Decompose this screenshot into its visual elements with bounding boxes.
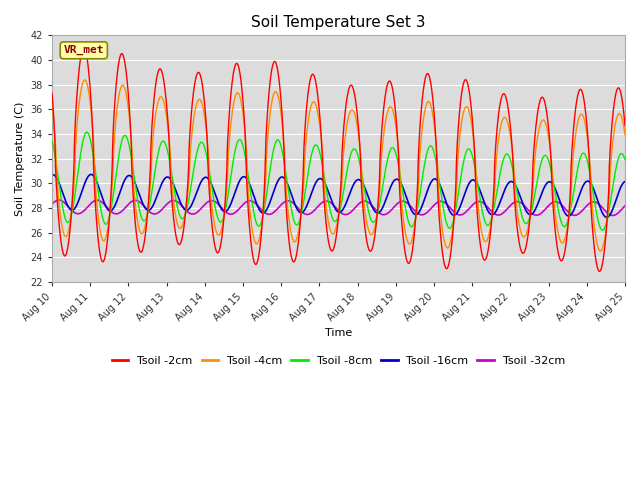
Tsoil -16cm (587, 180, 595, 186)
Tsoil -2cm (356, 136, 364, 142)
Tsoil -8cm (48, 138, 56, 144)
Tsoil -4cm (596, 248, 604, 254)
Tsoil -16cm (356, 177, 364, 183)
Tsoil -16cm (603, 215, 611, 220)
Tsoil -32cm (356, 201, 364, 206)
Tsoil -2cm (587, 194, 595, 200)
Tsoil -2cm (368, 247, 376, 252)
Tsoil -32cm (621, 203, 629, 209)
Tsoil -8cm (621, 157, 629, 163)
Tsoil -16cm (208, 183, 216, 189)
Tsoil -32cm (368, 203, 376, 208)
Text: VR_met: VR_met (63, 45, 104, 55)
Tsoil -2cm (208, 223, 216, 229)
Tsoil -4cm (587, 171, 595, 177)
Tsoil -8cm (356, 158, 364, 164)
Tsoil -32cm (571, 213, 579, 218)
Tsoil -16cm (87, 171, 95, 177)
Line: Tsoil -16cm: Tsoil -16cm (52, 174, 625, 217)
Tsoil -4cm (48, 104, 56, 109)
Tsoil -16cm (621, 179, 629, 184)
Tsoil -32cm (609, 213, 616, 218)
Tsoil -2cm (506, 114, 513, 120)
Tsoil -8cm (587, 173, 595, 179)
Legend: Tsoil -2cm, Tsoil -4cm, Tsoil -8cm, Tsoil -16cm, Tsoil -32cm: Tsoil -2cm, Tsoil -4cm, Tsoil -8cm, Tsoi… (108, 351, 570, 371)
Tsoil -32cm (55, 197, 63, 203)
Tsoil -4cm (571, 140, 579, 145)
Line: Tsoil -8cm: Tsoil -8cm (52, 132, 625, 230)
Tsoil -4cm (208, 205, 216, 211)
X-axis label: Time: Time (325, 328, 352, 338)
Tsoil -4cm (506, 127, 513, 132)
Tsoil -2cm (596, 268, 604, 274)
Tsoil -8cm (368, 218, 376, 224)
Tsoil -16cm (368, 203, 376, 209)
Tsoil -8cm (506, 154, 513, 160)
Tsoil -4cm (81, 77, 88, 83)
Tsoil -32cm (48, 201, 56, 207)
Tsoil -32cm (506, 204, 513, 209)
Y-axis label: Soil Temperature (C): Soil Temperature (C) (15, 102, 25, 216)
Tsoil -2cm (621, 123, 629, 129)
Tsoil -8cm (83, 129, 91, 135)
Title: Soil Temperature Set 3: Soil Temperature Set 3 (252, 15, 426, 30)
Tsoil -4cm (356, 139, 364, 144)
Tsoil -4cm (621, 132, 629, 137)
Tsoil -2cm (48, 90, 56, 96)
Tsoil -16cm (506, 180, 513, 185)
Line: Tsoil -4cm: Tsoil -4cm (52, 80, 625, 251)
Tsoil -32cm (208, 198, 216, 204)
Line: Tsoil -2cm: Tsoil -2cm (52, 47, 625, 271)
Tsoil -8cm (598, 228, 606, 233)
Tsoil -16cm (48, 172, 56, 178)
Tsoil -2cm (80, 44, 88, 50)
Tsoil -32cm (587, 200, 595, 205)
Tsoil -8cm (208, 186, 216, 192)
Tsoil -16cm (571, 205, 579, 211)
Tsoil -4cm (368, 232, 376, 238)
Tsoil -8cm (571, 183, 579, 189)
Line: Tsoil -32cm: Tsoil -32cm (52, 200, 625, 216)
Tsoil -2cm (571, 115, 579, 120)
